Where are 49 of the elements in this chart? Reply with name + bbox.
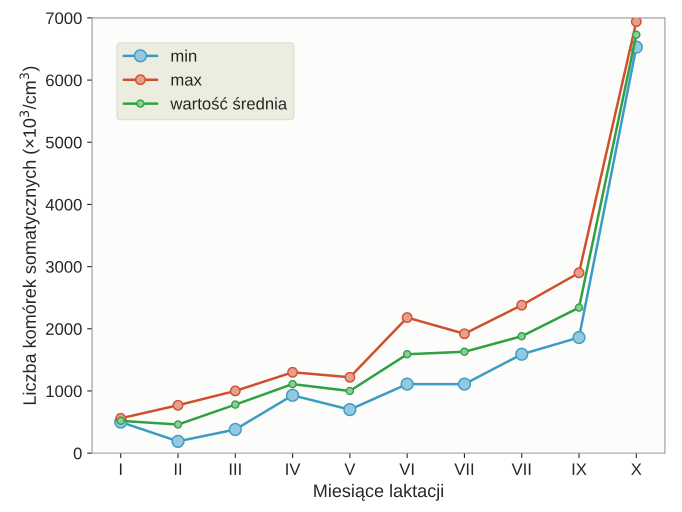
x-tick-label: VII xyxy=(512,463,530,475)
legend-label: max xyxy=(172,76,202,86)
x-axis-title: Miesiące laktacji xyxy=(314,484,444,501)
point xyxy=(515,348,528,361)
x-tick-label: IV xyxy=(286,463,300,475)
y-tick-label: 7000 xyxy=(46,12,82,24)
point xyxy=(287,366,298,378)
point xyxy=(230,386,241,396)
y-tick-label: 2000 xyxy=(46,323,82,335)
point xyxy=(343,403,356,416)
point xyxy=(632,30,641,39)
legend-label: wartość średnia xyxy=(170,97,288,110)
y-tick-label: 5000 xyxy=(46,136,82,148)
point xyxy=(346,386,354,396)
point xyxy=(574,267,584,278)
x-tick-label: II xyxy=(174,463,182,475)
y-tick-label: 3000 xyxy=(46,261,82,273)
point xyxy=(630,18,642,28)
point xyxy=(172,400,184,411)
point xyxy=(171,434,185,448)
point xyxy=(286,388,300,402)
point xyxy=(458,378,472,391)
point xyxy=(516,300,528,311)
x-tick-label: III xyxy=(230,463,241,475)
x-tick-label: IX xyxy=(572,463,587,475)
point xyxy=(344,372,356,383)
point xyxy=(400,378,414,391)
y-tick-label: 0 xyxy=(74,448,82,460)
point xyxy=(574,303,584,312)
y-tick-label: 1000 xyxy=(46,385,82,398)
point xyxy=(231,400,240,409)
point xyxy=(174,420,182,429)
x-tick-label: VI xyxy=(399,463,414,475)
point xyxy=(517,332,526,340)
point xyxy=(288,380,297,388)
point xyxy=(459,328,470,340)
x-tick-label: V xyxy=(344,463,356,475)
point xyxy=(460,348,469,356)
x-tick-label: VII xyxy=(454,463,474,475)
x-tick-label: I xyxy=(120,463,122,475)
y-axis-title: Liczba komórek somatycznych (×10$^{3}$/cm$^{3}$) xyxy=(19,66,40,404)
point xyxy=(228,422,242,436)
y-tick-label: 4000 xyxy=(46,198,82,211)
point xyxy=(402,312,413,324)
y-tick-label: 6000 xyxy=(46,74,82,86)
legend-label: min xyxy=(172,50,196,62)
point xyxy=(402,350,412,359)
x-tick-label: X xyxy=(631,463,642,475)
point xyxy=(572,330,586,344)
